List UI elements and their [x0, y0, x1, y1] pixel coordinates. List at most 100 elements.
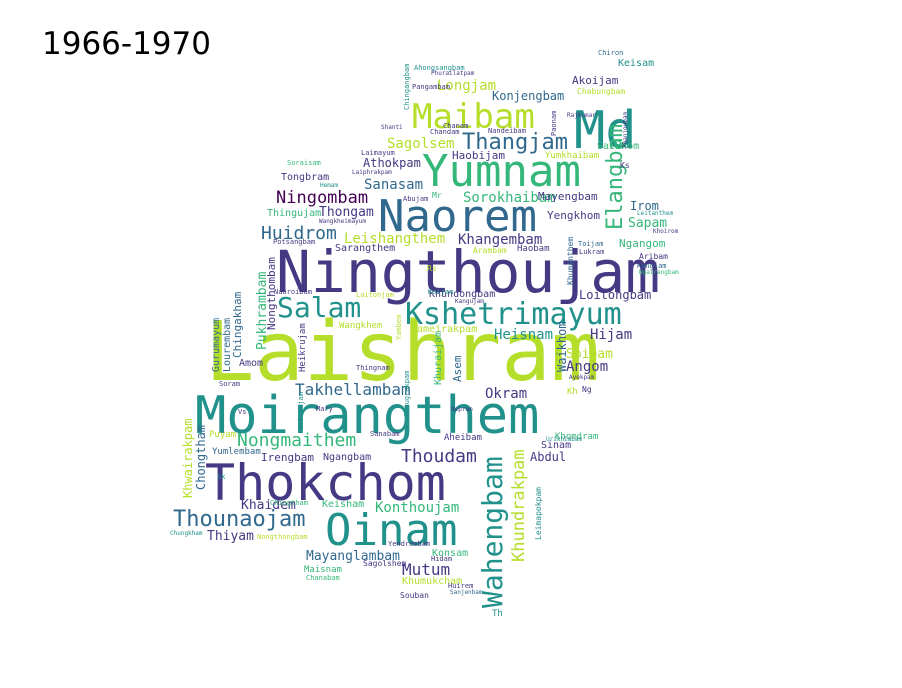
cloud-word-mayanglambam: Mayanglambam [306, 549, 400, 564]
cloud-word-salam: Salam [277, 291, 361, 324]
cloud-word-nandeibam: Nandeibam [488, 127, 526, 135]
cloud-word-keisham: Keisham [322, 499, 364, 510]
cloud-word-akoijam: Akoijam [572, 74, 619, 87]
cloud-word-vs: Vs [238, 408, 246, 416]
cloud-word-pukhrambam: Pukhrambam [255, 272, 270, 350]
cloud-word-lukram: Lukram [579, 248, 604, 256]
cloud-word-chingakham: Chingakham [231, 291, 244, 358]
cloud-word-elangbam: Elangbam [603, 124, 628, 230]
cloud-word-lourembam: Lourembam [222, 318, 233, 372]
cloud-word-khangembam: Khangembam [458, 232, 542, 248]
cloud-word-haobam: Haobam [517, 244, 550, 254]
cloud-word-yengkhom: Yengkhom [547, 209, 600, 222]
cloud-word-hidam: Hidam [431, 555, 452, 563]
cloud-word-longjam: Longjam [437, 78, 496, 94]
cloud-word-wahengbam: Wahengbam [476, 456, 509, 608]
cloud-word-oinam: Oinam [325, 505, 457, 556]
cloud-word-sorokhaibam: Sorokhaibam [463, 190, 556, 206]
cloud-word-chungkham: Chungkham [170, 530, 203, 537]
chart-title: 1966-1970 [42, 26, 211, 62]
cloud-word-kangujam: Kangujam [455, 298, 484, 305]
cloud-word-nongmaithem: Nongmaithem [237, 430, 356, 451]
cloud-word-pangambam: Pangambam [412, 83, 450, 91]
cloud-word-chabungbam: Chabungbam [577, 87, 625, 96]
cloud-word-konsam: Konsam [432, 548, 468, 559]
cloud-word-sapam: Sapam [628, 216, 667, 231]
cloud-word-chongtham: Chongtham [194, 425, 208, 490]
cloud-word-thongam: Thongam [319, 205, 374, 220]
cloud-word-sk: Sk [217, 473, 226, 481]
cloud-word-rs: Rs [427, 264, 437, 273]
cloud-word-arambam: Arambam [473, 246, 507, 255]
cloud-word-haobijam: Haobijam [452, 149, 505, 162]
cloud-word-khuraijam: Khuraijam [433, 331, 444, 385]
cloud-word-koijam: Koijam [428, 288, 453, 296]
cloud-word-takhellambam: Takhellambam [295, 380, 411, 399]
cloud-word-gurumayum: Gurumayum [211, 318, 222, 372]
cloud-word-souban: Souban [400, 591, 429, 600]
cloud-word-konjengbam: Konjengbam [492, 89, 564, 103]
cloud-word-laishram: Laishram [205, 305, 600, 400]
cloud-word-yendrembam: Yendrembam [388, 540, 430, 548]
cloud-word-angom: Angom [566, 359, 608, 375]
cloud-word-rajkumar: Rajkumar [567, 112, 596, 119]
cloud-word-sinam: Sinam [541, 440, 571, 451]
cloud-word-leishangthem: Leishangthem [344, 231, 445, 247]
cloud-word-sanjenbam: Sanjenbam [450, 589, 483, 596]
cloud-word-ngangbam: Ngangbam [323, 452, 371, 463]
cloud-word-th: Th [492, 609, 503, 619]
cloud-word-aribam: Aribam [639, 252, 668, 261]
cloud-word-urikhimbam: Urikhimbam [546, 436, 583, 443]
cloud-word-nongthombam: Nongthombam [265, 257, 278, 330]
cloud-word-sanabam: Sanabam [370, 430, 400, 438]
cloud-word-shanti: Shanti [381, 124, 403, 131]
cloud-word-mr: Mr [432, 191, 442, 200]
cloud-word-athokpam: Athokpam [363, 156, 421, 170]
cloud-word-saikhom: Saikhom [597, 141, 639, 152]
cloud-word-chandam: Chandam [430, 128, 460, 136]
cloud-word-huirem: Huirem [448, 582, 473, 590]
cloud-word-hijam: Hijam [590, 327, 632, 343]
cloud-word-kangjam: Kangjam [637, 262, 667, 270]
cloud-word-toijam: Toijam [578, 240, 603, 248]
cloud-word-laimayum: Laimayum [361, 149, 395, 157]
cloud-word-laiphrakpam: Laiphrakpam [352, 169, 392, 176]
cloud-word-phurailatpam: Phurailatpam [431, 70, 475, 77]
cloud-word-abujam: Abujam [403, 195, 428, 203]
cloud-word-okram: Okram [485, 386, 527, 402]
cloud-word-aheibam: Aheibam [444, 433, 482, 443]
cloud-word-tongbram: Tongbram [281, 172, 329, 183]
cloud-word-khundrakpam: Khundrakpam [509, 449, 529, 562]
cloud-word-thounaojam: Thounaojam [173, 507, 305, 532]
cloud-word-khoirom: Khoirom [653, 228, 679, 235]
cloud-word-soibam: Soibam [566, 347, 613, 362]
cloud-word-md: Md [574, 101, 637, 161]
cloud-word-nameirakpam: Nameirakpam [411, 324, 477, 335]
cloud-word-ningombam: Ningombam [276, 188, 368, 208]
cloud-word-nongthongbam: Nongthongbam [257, 533, 308, 541]
cloud-word-chingangbam: Chingangbam [403, 64, 411, 110]
cloud-word-khaidem: Khaidem [241, 498, 296, 513]
cloud-word-ayekpam: Ayekpam [569, 374, 595, 381]
cloud-word-amom: Amom [239, 358, 263, 369]
cloud-word-leimapokpam: Leimapokpam [534, 487, 543, 540]
cloud-word-maisnam: Maisnam [304, 565, 342, 575]
cloud-word-kh: Kh [567, 387, 578, 397]
cloud-word-mary: Mary [316, 405, 333, 413]
cloud-word-khumukcham: Khumukcham [402, 576, 462, 587]
cloud-word-moirangthem: Moirangthem [195, 386, 539, 446]
cloud-word-ngangom: Ngangom [619, 237, 666, 250]
cloud-word-ng: Ng [582, 385, 592, 394]
cloud-word-lairenjam: Lairenjam [297, 392, 305, 430]
cloud-word-ningthoujam: Ningthoujam [276, 238, 660, 306]
cloud-word-ngairangbam: Ngairangbam [639, 269, 679, 276]
cloud-word-soraisam: Soraisam [287, 159, 321, 167]
cloud-word-khwairakpam: Khwairakpam [181, 419, 195, 498]
cloud-word-puyam: Puyam [209, 430, 236, 440]
cloud-word-huidrom: Huidrom [261, 223, 337, 244]
cloud-word-irom: Irom [630, 199, 659, 213]
cloud-word-potsangbam: Potsangbam [273, 238, 315, 246]
cloud-word-soram: Soram [219, 380, 240, 388]
cloud-word-khumanthem: Khumanthem [566, 237, 575, 285]
